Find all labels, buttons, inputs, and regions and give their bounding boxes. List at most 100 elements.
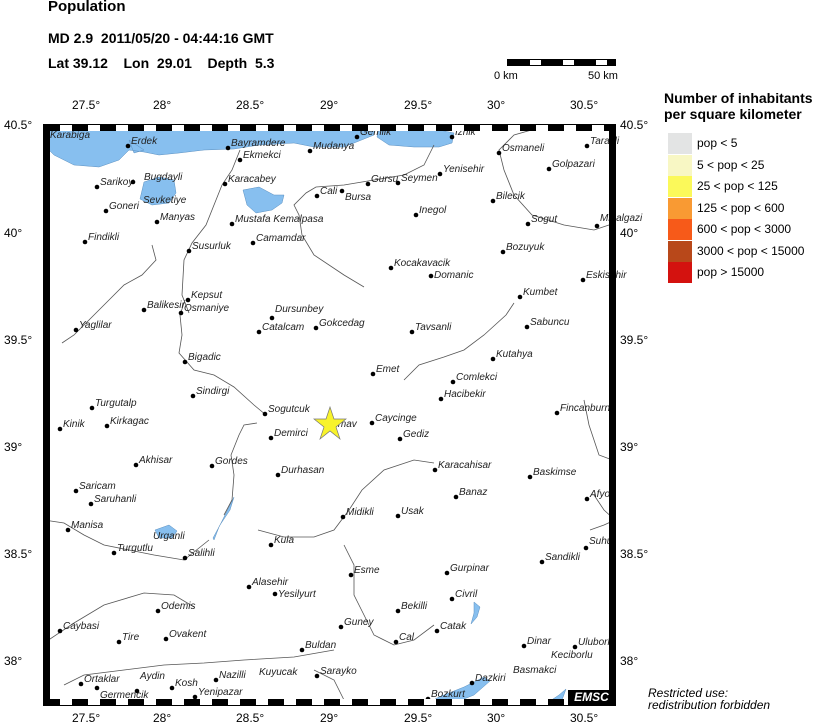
city-sindirgi[interactable]: Sindirgi [190, 386, 230, 399]
city-comlekci[interactable]: Comlekci [450, 372, 498, 385]
city-gemlik[interactable]: Gemlik [354, 127, 392, 140]
city-bilecik[interactable]: Bilecik [490, 191, 526, 204]
city-manisa[interactable]: Manisa [65, 520, 104, 533]
city-bigadic[interactable]: Bigadic [182, 352, 221, 365]
city-kirkagac[interactable]: Kirkagac [104, 416, 149, 429]
city-dazkiri[interactable]: Dazkiri [469, 673, 507, 686]
city-ovakent[interactable]: Ovakent [163, 629, 208, 642]
city-sabuncu[interactable]: Sabuncu [524, 317, 570, 330]
city-sogutcuk[interactable]: Sogutcuk [262, 404, 311, 417]
city-saricam[interactable]: Saricam [73, 481, 116, 494]
city-yesilyurt[interactable]: Yesilyurt [272, 589, 317, 600]
city-nazilli[interactable]: Nazilli [213, 670, 247, 683]
city-yenipazar[interactable]: Yenipazar [192, 687, 243, 700]
city-manyas[interactable]: Manyas [154, 212, 195, 225]
city-gediz[interactable]: Gediz [397, 429, 429, 442]
city-mustafa-kemalpasa[interactable]: Mustafa Kemalpasa [229, 214, 324, 227]
city-buldan[interactable]: Buldan [299, 640, 337, 653]
city-karacahisar[interactable]: Karacahisar [432, 460, 492, 473]
city-caycinge[interactable]: Caycinge [369, 413, 417, 426]
city-guney[interactable]: Guney [338, 617, 375, 630]
city-cali[interactable]: Cali [314, 186, 338, 199]
city-sevketiye[interactable]: Sevketiye [143, 195, 187, 206]
city-emet[interactable]: Emet [370, 364, 401, 377]
city-kumbet[interactable]: Kumbet [517, 287, 559, 300]
city-afyon[interactable]: Afyon [584, 489, 616, 502]
city-midikli[interactable]: Midikli [340, 507, 375, 520]
city-dursunbey[interactable]: Dursunbey [269, 304, 325, 321]
city-goneri[interactable]: Goneri [103, 201, 140, 214]
city-gursu[interactable]: Gursu [365, 174, 399, 187]
city-sarikoy[interactable]: Sarikoy [94, 177, 135, 190]
city-germencik[interactable]: Germencik [94, 685, 150, 701]
city-kutahya[interactable]: Kutahya [490, 349, 533, 362]
city-cal[interactable]: Cal [393, 632, 415, 645]
city-gokcedag[interactable]: Gokcedag [313, 318, 365, 331]
city-turgutalp[interactable]: Turgutalp [89, 398, 137, 411]
city-osmaniye[interactable]: Osmaniye [178, 303, 230, 316]
city-golpazari[interactable]: Golpazari [546, 159, 596, 172]
city-esme[interactable]: Esme [348, 565, 380, 578]
city-catak[interactable]: Catak [434, 621, 467, 634]
epicenter-star-icon[interactable] [313, 405, 347, 441]
city-yenisehir[interactable]: Yenisehir [437, 164, 485, 177]
city-yaglilar[interactable]: Yaglilar [73, 320, 113, 333]
city-kepsut[interactable]: Kepsut [185, 290, 224, 303]
city-bozuyuk[interactable]: Bozuyuk [500, 242, 546, 255]
city-salihli[interactable]: Salihli [182, 548, 216, 561]
city-keciborlu[interactable]: Keciborlu [551, 650, 593, 661]
city-sarayko[interactable]: Sarayko [314, 666, 357, 679]
city-hacibekir[interactable]: Hacibekir [438, 389, 487, 402]
city-bekilli[interactable]: Bekilli [395, 601, 428, 614]
city-tire[interactable]: Tire [116, 632, 140, 645]
city-suhut[interactable]: Suhut [583, 536, 617, 551]
city-domanic[interactable]: Domanic [428, 270, 474, 281]
city-seymen[interactable]: Seymen [395, 173, 438, 186]
city-turgutlu[interactable]: Turgutlu [111, 543, 154, 556]
city-osmaneli[interactable]: Osmaneli [496, 143, 545, 156]
city-catalcam[interactable]: Catalcam [256, 322, 305, 335]
city-durhasan[interactable]: Durhasan [275, 465, 325, 478]
city-banaz[interactable]: Banaz [453, 487, 488, 500]
city-susurluk[interactable]: Susurluk [186, 241, 232, 254]
city-karabiga[interactable]: Karabiga [44, 130, 91, 143]
city-demirci[interactable]: Demirci [268, 428, 309, 441]
city-findikli[interactable]: Findikli [82, 232, 120, 245]
city-civril[interactable]: Civril [449, 589, 478, 602]
city-kosh[interactable]: Kosh [169, 678, 199, 691]
city-bayramdere[interactable]: Bayramdere [225, 138, 286, 151]
city-camamdar[interactable]: Camamdar [250, 233, 306, 246]
city-bugdayli[interactable]: Bugdayli [130, 172, 183, 185]
city-kula[interactable]: Kula [268, 535, 295, 548]
city-urganli[interactable]: Urganli [153, 531, 185, 542]
city-ekmekci[interactable]: Ekmekci [237, 150, 282, 163]
city-tavsanli[interactable]: Tavsanli [409, 322, 452, 335]
city-erdek[interactable]: Erdek [125, 136, 158, 149]
city-alasehir[interactable]: Alasehir [246, 577, 289, 590]
city-caybasi[interactable]: Caybasi [57, 621, 100, 634]
city-kinik[interactable]: Kinik [57, 419, 86, 432]
city-fincanburn[interactable]: Fincanburn [554, 403, 611, 416]
city-basmakci[interactable]: Basmakci [513, 665, 557, 676]
city-sandikli[interactable]: Sandikli [539, 552, 581, 565]
city-inegol[interactable]: Inegol [413, 205, 447, 218]
city-mudanya[interactable]: Mudanya [307, 141, 355, 154]
city-eskisehir[interactable]: Eskisehir [580, 270, 628, 283]
city-bozkurt[interactable]: Bozkurt [425, 689, 466, 702]
city-uluborlu[interactable]: Uluborlu [572, 637, 616, 650]
city-tarakli[interactable]: Tarakli [584, 136, 620, 149]
city-baskimse[interactable]: Baskimse [527, 467, 577, 480]
city-akhisar[interactable]: Akhisar [133, 455, 173, 468]
city-odemis[interactable]: Odemis [155, 601, 196, 614]
city-gurpinar[interactable]: Gurpinar [444, 563, 490, 576]
city-dinar[interactable]: Dinar [521, 636, 552, 649]
city-kuyucak[interactable]: Kuyucak [259, 667, 298, 678]
city-balikesir[interactable]: Balikesir [141, 300, 186, 313]
city-bursa[interactable]: Bursa [339, 188, 372, 203]
city-gordes[interactable]: Gordes [209, 456, 248, 469]
city-karacabey[interactable]: Karacabey [222, 174, 277, 187]
city-sogut[interactable]: Sogut [525, 214, 559, 227]
city-usak[interactable]: Usak [395, 506, 425, 519]
city-ortaklar[interactable]: Ortaklar [78, 674, 121, 687]
